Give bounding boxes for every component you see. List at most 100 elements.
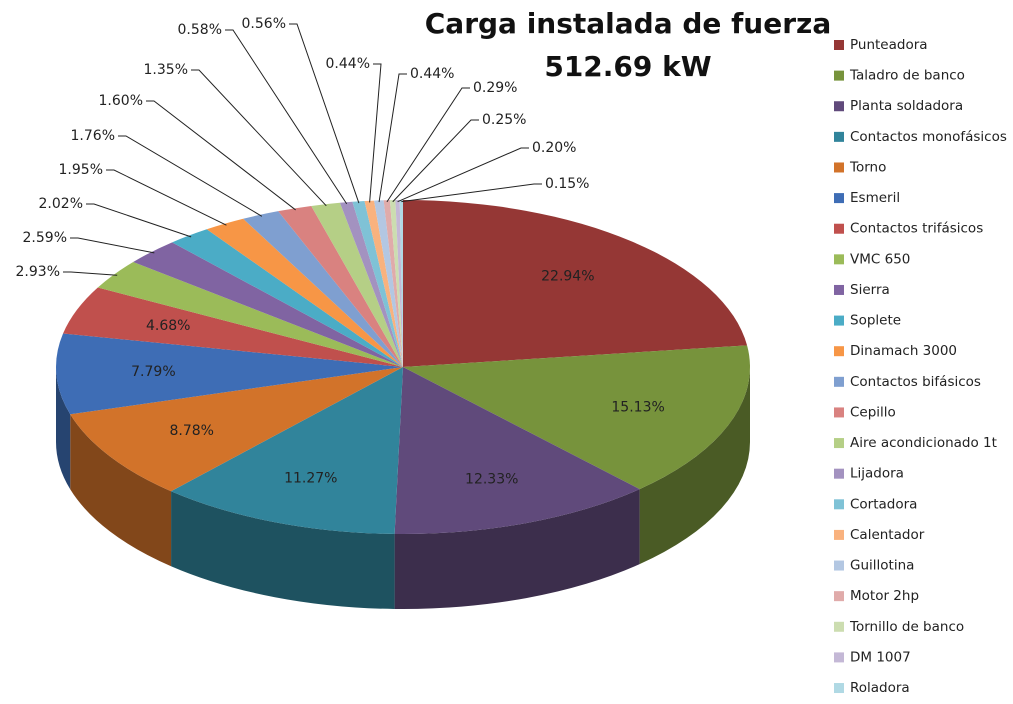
data-label: 1.60% (99, 93, 143, 109)
pie-slice (399, 200, 403, 367)
pie-slice (383, 200, 403, 367)
data-label: 1.76% (71, 128, 115, 144)
data-label: 7.79% (131, 364, 175, 380)
legend-swatch (834, 101, 844, 112)
legend-label: Tornillo de banco (849, 619, 964, 635)
legend-label: Cortadora (850, 496, 917, 512)
legend-swatch (834, 284, 844, 295)
data-label: 2.59% (23, 230, 67, 246)
leader-line (191, 69, 327, 207)
legend-label: Planta soldadora (850, 98, 963, 114)
leader-line (63, 271, 118, 276)
pie-slice (364, 200, 403, 367)
data-label: 22.94% (541, 269, 594, 285)
legend-label: Cepillo (850, 404, 896, 420)
pie-slice (394, 367, 640, 534)
chart-subtitle: 512.69 kW (544, 50, 711, 83)
leader-line (401, 183, 542, 203)
pie-slice (403, 345, 750, 490)
legend-swatch (834, 131, 844, 142)
pie-side (70, 414, 172, 567)
legend-label: DM 1007 (850, 649, 911, 665)
pie-slice (311, 202, 403, 367)
pie-slice (243, 211, 403, 367)
data-label: 0.44% (326, 56, 370, 72)
pie-slice (395, 200, 403, 367)
legend-swatch (834, 468, 844, 479)
leader-line (70, 237, 155, 254)
data-label: 0.25% (482, 112, 526, 128)
data-label: 15.13% (611, 400, 664, 416)
legend-swatch (834, 683, 844, 694)
data-label: 0.20% (532, 140, 576, 156)
pie-slice (70, 367, 403, 492)
legend-swatch (834, 376, 844, 387)
data-label: 11.27% (284, 471, 337, 487)
legend-label: Esmeril (850, 190, 900, 206)
leader-line (106, 169, 227, 226)
pie-side (56, 367, 71, 490)
data-label: 1.95% (59, 162, 103, 178)
pie-side (394, 489, 640, 609)
legend-swatch (834, 162, 844, 173)
leader-line (392, 119, 479, 203)
legend-label: Lijadora (850, 466, 904, 482)
legend-label: Contactos trifásicos (850, 221, 983, 237)
chart-title: Carga instalada de fuerza (425, 7, 831, 40)
legend-label: Aire acondicionado 1t (850, 435, 997, 451)
data-label: 2.02% (39, 196, 83, 212)
legend-label: Taladro de banco (849, 68, 965, 84)
pie-slice (374, 200, 403, 367)
pie-slice (63, 287, 404, 367)
leader-line (369, 63, 382, 203)
legend-swatch (834, 560, 844, 571)
legend-swatch (834, 529, 844, 540)
pie-slice (133, 242, 403, 367)
legend-swatch (834, 591, 844, 602)
data-labels: 22.94% 15.13% 12.33% 11.27% 8.78% 7.79% 4.68% 2… (16, 16, 665, 487)
legend-swatch (834, 621, 844, 632)
pie-slice (278, 205, 403, 367)
pie-slice (172, 229, 403, 367)
legend-swatch (834, 223, 844, 234)
legend-label: Soplete (850, 313, 901, 329)
legend-swatch (834, 40, 844, 50)
pie-slice (403, 200, 748, 367)
leader-line (378, 73, 407, 203)
legend-swatch (834, 254, 844, 265)
leader-line (146, 100, 296, 211)
data-label: 2.93% (16, 264, 60, 280)
data-label: 8.78% (169, 423, 213, 439)
legend-label: Motor 2hp (850, 588, 919, 604)
leader-line (397, 147, 529, 203)
leader-line (86, 203, 192, 238)
leader-line (289, 23, 360, 204)
legend-swatch (834, 499, 844, 510)
legend-swatch (834, 70, 844, 81)
legend-swatch (834, 346, 844, 357)
data-label: 4.68% (146, 318, 190, 334)
pie-slice (352, 201, 403, 367)
data-label: 0.29% (473, 80, 517, 96)
pie-slice (171, 367, 403, 534)
data-label: 0.44% (410, 66, 454, 82)
legend-label: Sierra (850, 282, 890, 298)
legend-label: Torno (849, 159, 886, 175)
legend-swatch (834, 652, 844, 663)
legend-label: Dinamach 3000 (850, 343, 957, 359)
pie-side (639, 367, 750, 565)
pie-slice (97, 261, 403, 367)
legend-label: Contactos bifásicos (850, 374, 981, 390)
legend-label: Roladora (850, 680, 910, 696)
data-label: 1.35% (144, 62, 188, 78)
data-label: 0.58% (178, 22, 222, 38)
legend-label: VMC 650 (850, 251, 910, 267)
legend-label: Calentador (850, 527, 925, 543)
pie-tops (55, 200, 750, 534)
data-label: 12.33% (465, 471, 518, 487)
pie-slice (339, 201, 403, 367)
data-label: 0.15% (545, 176, 589, 192)
legend-swatch (834, 438, 844, 449)
legend-label: Punteadora (850, 37, 928, 53)
